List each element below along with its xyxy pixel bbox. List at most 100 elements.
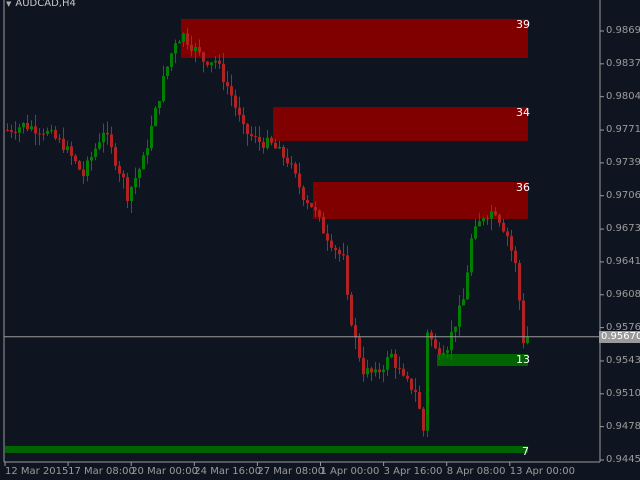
candle-bearish <box>6 130 9 132</box>
candle-bullish <box>158 101 161 109</box>
zone-supply <box>273 106 528 141</box>
candle-bullish <box>86 160 89 177</box>
candle-bearish <box>326 233 329 241</box>
candle-bearish <box>422 408 425 431</box>
candle-bearish <box>286 157 289 164</box>
time-label: 20 Mar 00:00 <box>131 466 198 477</box>
candle-bearish <box>62 138 65 151</box>
candle-bullish <box>182 33 185 42</box>
candle-bullish <box>478 221 481 227</box>
candle-bearish <box>494 211 497 216</box>
candle-bullish <box>386 357 389 370</box>
time-label: 24 Mar 16:00 <box>194 466 262 477</box>
candle-bearish <box>202 52 205 62</box>
candle-bullish <box>366 368 369 375</box>
candle-bearish <box>338 249 341 255</box>
candle-bullish <box>462 299 465 306</box>
candle-bearish <box>106 132 109 135</box>
candle-bearish <box>438 348 441 355</box>
candle-bullish <box>194 47 197 51</box>
candle-bullish <box>94 148 97 158</box>
candle-bearish <box>378 369 381 373</box>
candle-bullish <box>150 126 153 149</box>
zone-supply <box>181 18 528 58</box>
candle-bearish <box>58 138 61 140</box>
candle-bullish <box>22 123 25 128</box>
candle-bearish <box>294 163 297 174</box>
candle-bearish <box>434 339 437 349</box>
candle-bullish <box>134 178 137 187</box>
candle-bearish <box>298 173 301 188</box>
candle-bearish <box>238 107 241 115</box>
candle-bullish <box>382 369 385 373</box>
triangle-down-icon[interactable]: ▼ <box>6 0 12 8</box>
time-label: 3 Apr 16:00 <box>383 466 443 477</box>
candle-bullish <box>266 137 269 148</box>
candle-bearish <box>230 86 233 96</box>
candle-bearish <box>246 124 249 135</box>
candle-bearish <box>14 131 17 133</box>
candle-bearish <box>314 207 317 211</box>
candle-bearish <box>226 82 229 87</box>
candle-bearish <box>358 337 361 358</box>
zone-demand <box>5 445 528 453</box>
candle-bullish <box>482 218 485 222</box>
time-label: 17 Mar 08:00 <box>68 466 135 477</box>
candle-bearish <box>82 169 85 177</box>
candle-bullish <box>278 146 281 149</box>
candle-bearish <box>522 300 525 344</box>
candle-bearish <box>398 367 401 369</box>
candle-bullish <box>174 43 177 54</box>
candle-bearish <box>318 210 321 217</box>
candle-bearish <box>354 325 357 338</box>
candle-bearish <box>198 47 201 53</box>
candle-bullish <box>210 62 213 66</box>
candle-bearish <box>26 123 29 130</box>
candle-bearish <box>254 136 257 138</box>
candle-bullish <box>166 66 169 77</box>
candle-bullish <box>426 332 429 431</box>
candle-bullish <box>526 336 529 344</box>
candle-bullish <box>450 331 453 351</box>
candle-bearish <box>510 236 513 251</box>
candle-bearish <box>282 146 285 158</box>
candle-bearish <box>190 44 193 51</box>
candle-bullish <box>98 142 101 149</box>
candle-bearish <box>402 368 405 376</box>
candle-bearish <box>342 254 345 256</box>
candle-bullish <box>374 369 377 373</box>
candle-bullish <box>442 352 445 355</box>
candle-bearish <box>514 250 517 264</box>
candle-bearish <box>10 130 13 132</box>
price-label: 0.98045 <box>606 90 640 102</box>
chart-title: ▼ AUDCAD,H4 <box>6 0 76 9</box>
zone-demand <box>437 353 528 367</box>
candle-bearish <box>518 263 521 301</box>
candle-bullish <box>214 60 217 63</box>
time-label: 27 Mar 08:00 <box>257 466 325 477</box>
time-label: 13 Apr 00:00 <box>509 466 575 477</box>
candle-bearish <box>406 375 409 379</box>
candle-bullish <box>162 76 165 102</box>
candle-bearish <box>330 240 333 248</box>
candle-bearish <box>502 222 505 232</box>
candle-bearish <box>258 137 261 142</box>
price-label: 0.96085 <box>606 288 640 300</box>
candle-bearish <box>414 389 417 393</box>
candle-bullish <box>46 130 49 134</box>
current-price-label: 0.95670 <box>599 330 640 343</box>
time-label: 12 Mar 2015 <box>5 466 69 477</box>
symbol-title: AUDCAD,H4 <box>15 0 76 9</box>
candle-bearish <box>274 142 277 149</box>
candle-bearish <box>270 137 273 143</box>
candle-bearish <box>234 95 237 108</box>
candle-bearish <box>118 165 121 174</box>
